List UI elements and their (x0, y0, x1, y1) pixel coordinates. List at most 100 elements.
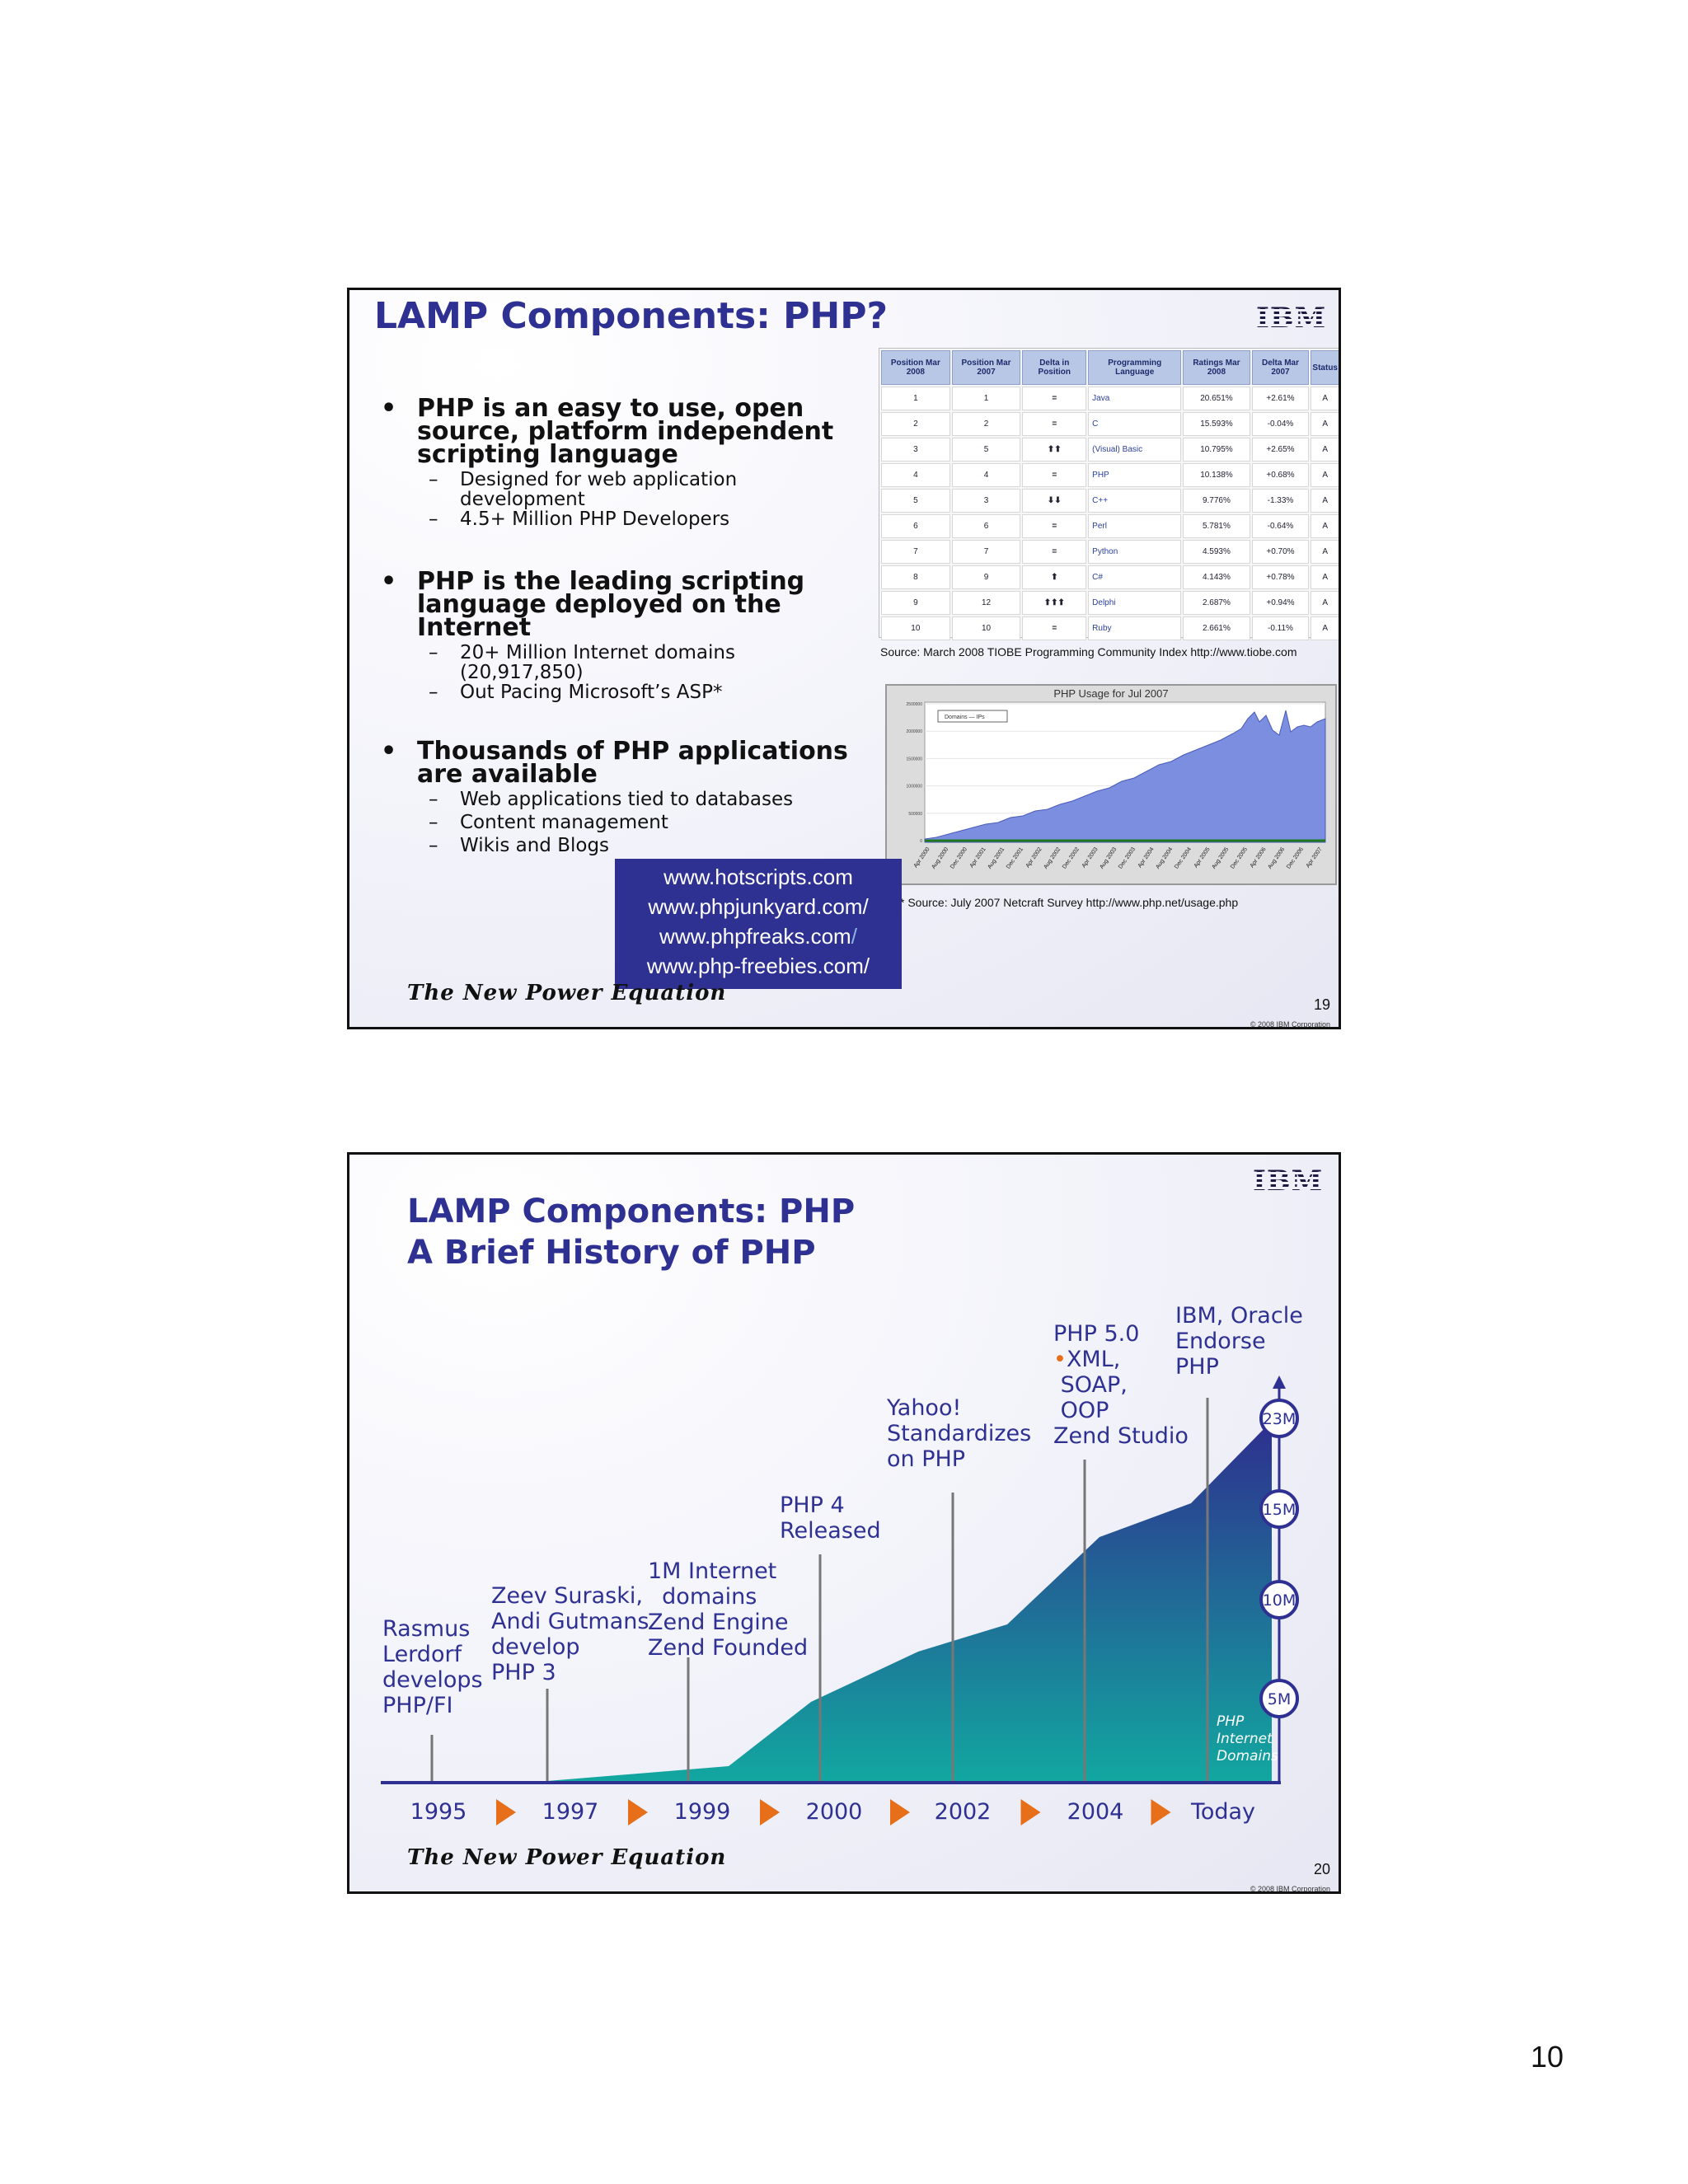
bullet-text: Thousands of PHP applications (417, 737, 848, 766)
table-row: 6 6 = Perl 5.781% -0.64% A (881, 514, 1339, 538)
table-cell-status: A (1311, 540, 1339, 564)
table-cell-rating: 9.776% (1183, 489, 1250, 513)
table-cell-pos2008: 8 (881, 565, 950, 589)
timeline-year: 2004 (1067, 1799, 1124, 1825)
table-cell-pos2007: 6 (951, 514, 1021, 538)
table-cell-lang: C++ (1088, 489, 1182, 513)
table-cell-delta: = (1022, 616, 1087, 640)
orange-arrow-icon (1020, 1799, 1041, 1825)
bullet-dot-icon: • (381, 394, 397, 423)
table-cell-rating: 2.687% (1183, 591, 1250, 615)
site-link[interactable]: www.phpfreaks.com/ (659, 924, 857, 949)
area-caption: PHP Internet Domains (1217, 1713, 1278, 1765)
milestone-marker (1259, 1580, 1299, 1619)
sub-bullet: – Designed for web application development (429, 469, 738, 510)
bullet-dot-icon: • (381, 567, 397, 596)
milestone-marker (1259, 1679, 1299, 1718)
milestone-label: 5M (1268, 1690, 1291, 1708)
table-cell-delta: = (1022, 463, 1087, 487)
table-cell-change: -1.33% (1251, 489, 1310, 513)
event-text: 1M Internet (648, 1558, 777, 1584)
table-cell-pos2008: 2 (881, 412, 950, 436)
table-cell-status: A (1311, 412, 1339, 436)
table-cell-pos2008: 5 (881, 489, 950, 513)
event-text: Standardizes (887, 1421, 1032, 1446)
event-text: Andi Gutmans (491, 1609, 649, 1634)
event-text: PHP 4 (780, 1493, 845, 1518)
history-timeline-svg: 23M 15M 10M 5M (381, 1376, 1299, 1825)
bullet-text: language deployed on the (417, 590, 781, 619)
milestone-marker (1259, 1489, 1299, 1529)
sub-bullet-text: 20+ Million Internet domains (460, 642, 735, 663)
table-cell-lang: C# (1088, 565, 1182, 589)
timeline-year: 1995 (410, 1799, 467, 1825)
new-power-equation-logo: The New Power Equation (407, 1845, 727, 1870)
sub-bullet-text: development (460, 489, 585, 510)
event-text: OOP (1053, 1398, 1109, 1423)
y-tick-label: 500000 (908, 812, 922, 817)
table-cell-delta: ⬇⬇ (1022, 489, 1087, 513)
site-link[interactable]: www.phpjunkyard.com/ (648, 894, 869, 919)
table-header: Delta Mar 2007 (1251, 350, 1310, 385)
chart-legend-text: Domains — IPs (945, 715, 985, 720)
y-tick-label: 1500000 (907, 757, 923, 762)
table-cell-pos2007: 2 (951, 412, 1021, 436)
history-event: PHP 4 Released (780, 1493, 881, 1544)
table-cell-pos2007: 9 (951, 565, 1021, 589)
sub-bullet: – Content management (429, 812, 668, 833)
slide-number: 19 (1313, 996, 1330, 1013)
netcraft-chart-title: PHP Usage for Jul 2007 (1053, 687, 1168, 700)
table-header: Position Mar 2007 (951, 350, 1021, 385)
table-cell-lang: Perl (1088, 514, 1182, 538)
event-text: IBM, Oracle (1175, 1303, 1303, 1329)
event-text: Endorse (1175, 1329, 1266, 1354)
page-number: 10 (1531, 2040, 1564, 2074)
site-link[interactable]: www.php-freebies.com/ (646, 954, 870, 978)
table-cell-change: +0.70% (1251, 540, 1310, 564)
table-cell-change: -0.04% (1251, 412, 1310, 436)
tiobe-source: Source: March 2008 TIOBE Programming Com… (880, 645, 1297, 658)
event-text: Rasmus (382, 1616, 471, 1642)
table-cell-change: -0.11% (1251, 616, 1310, 640)
timeline-year: 1999 (673, 1799, 731, 1825)
history-event: Rasmus Lerdorf develops PHP/FI (382, 1616, 483, 1718)
sub-bullet-text: (20,917,850) (460, 662, 584, 683)
sub-bullet-text: Out Pacing Microsoft’s ASP* (460, 682, 723, 703)
site-link[interactable]: www.hotscripts.com (663, 865, 853, 889)
slide-title: LAMP Components: PHP? (374, 295, 889, 337)
table-cell-pos2007: 1 (951, 387, 1021, 410)
table-row: 10 10 = Ruby 2.661% -0.11% A (881, 616, 1339, 640)
table-header: Position Mar 2008 (881, 350, 950, 385)
slide-title: LAMP Components: PHP A Brief History of … (407, 1193, 856, 1272)
table-cell-pos2008: 3 (881, 438, 950, 462)
event-text: domains (648, 1584, 757, 1610)
table-cell-delta: = (1022, 387, 1087, 410)
bullet-item: • PHP is the leading scripting language de… (381, 569, 804, 640)
bullet-text: source, platform independent (417, 417, 834, 446)
orange-arrow-icon (1151, 1799, 1171, 1825)
copyright: © 2008 IBM Corporation (1250, 1020, 1330, 1029)
history-event: Zeev Suraski, Andi Gutmans develop PHP 3 (491, 1583, 649, 1685)
orange-arrow-icon (628, 1799, 648, 1825)
sub-bullet: – Wikis and Blogs (429, 835, 610, 856)
y-tick-label: 1000000 (907, 785, 923, 790)
table-cell-delta: ⬆⬆ (1022, 438, 1087, 462)
tiobe-ranking-table: Position Mar 2008 Position Mar 2007 Delta … (879, 348, 1339, 640)
ibm-logo: IBM (1256, 302, 1327, 335)
chart-legend (937, 710, 1008, 723)
table-row: 2 2 = C 15.593% -0.04% A (881, 412, 1339, 436)
table-row: 1 1 = Java 20.651% +2.61% A (881, 387, 1339, 410)
table-header: Ratings Mar 2008 (1183, 350, 1250, 385)
history-event: IBM, Oracle Endorse PHP (1175, 1303, 1303, 1380)
event-text: Lerdorf (382, 1642, 462, 1667)
table-cell-lang: Java (1088, 387, 1182, 410)
table-cell-rating: 4.143% (1183, 565, 1250, 589)
table-cell-change: +2.61% (1251, 387, 1310, 410)
event-text: on PHP (887, 1446, 966, 1472)
table-row: 3 5 ⬆⬆ (Visual) Basic 10.795% +2.65% A (881, 438, 1339, 462)
bullet-item: • Thousands of PHP applications are availa… (381, 737, 848, 787)
php-domains-area (924, 710, 1326, 843)
event-text: Zend Studio (1053, 1423, 1189, 1449)
slide-number: 20 (1313, 1861, 1330, 1877)
table-row: 7 7 = Python 4.593% +0.70% A (881, 540, 1339, 564)
